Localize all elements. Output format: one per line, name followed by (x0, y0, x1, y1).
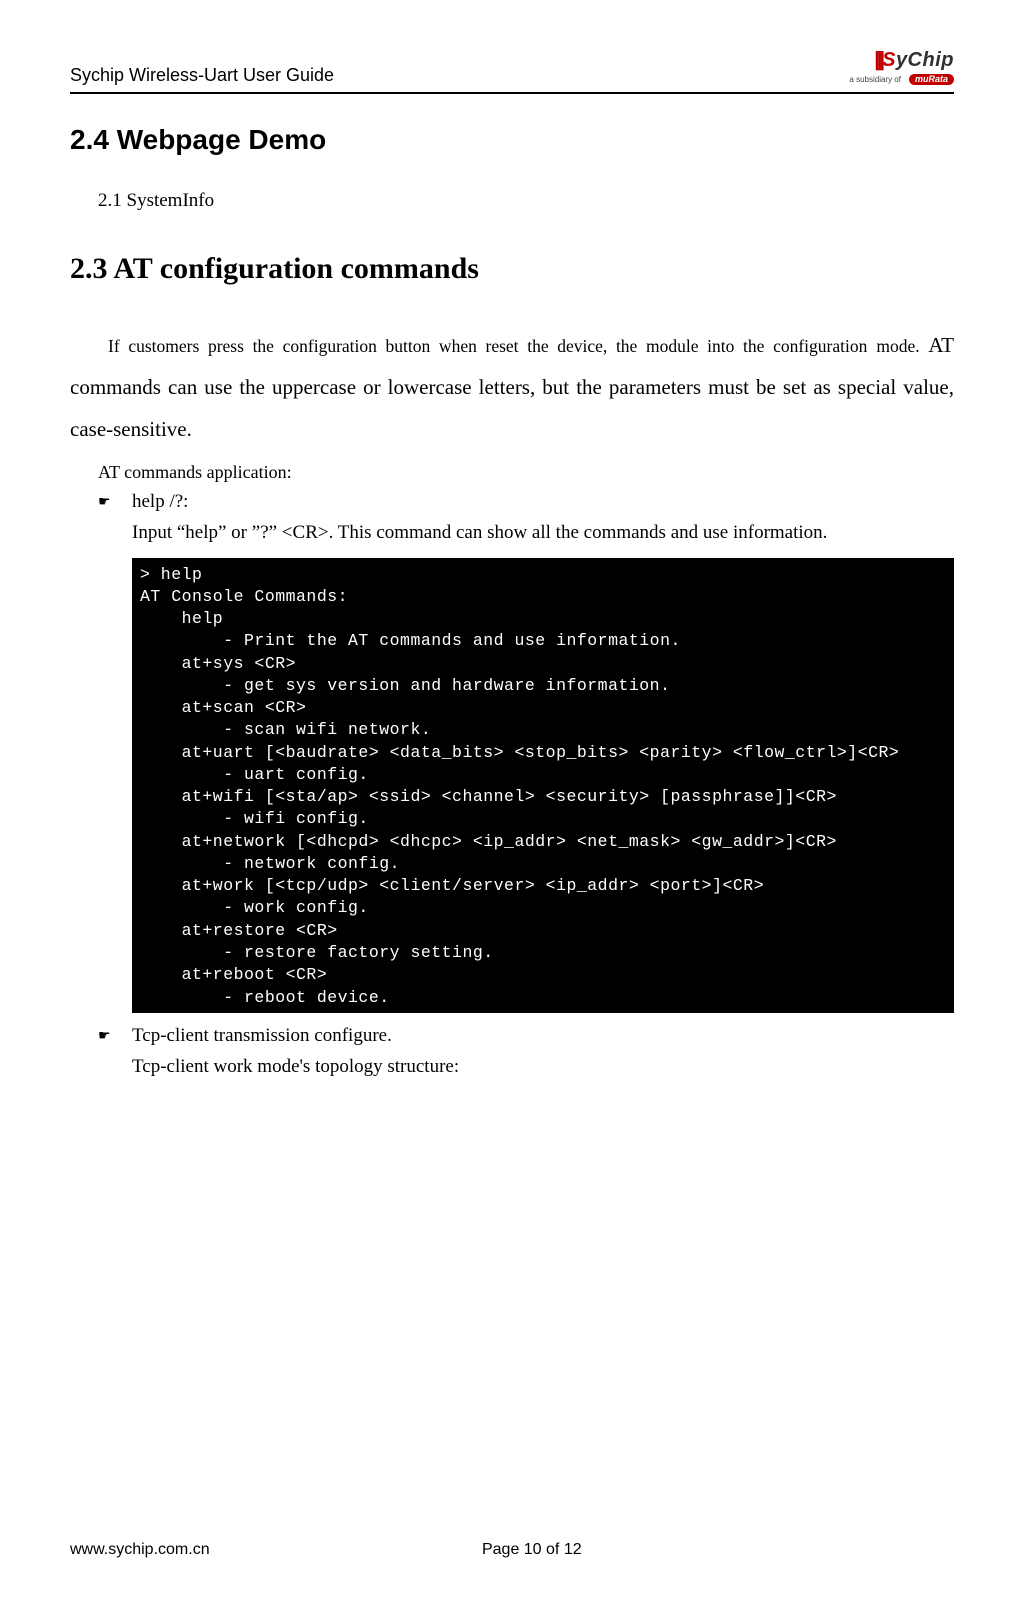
bullet-tcp-title: Tcp-client transmission configure. (132, 1025, 954, 1047)
bullet-icon: ☛ (98, 491, 132, 548)
header-divider (70, 92, 954, 94)
terminal-output: > help AT Console Commands: help - Print… (132, 558, 954, 1013)
logo-murata-badge: muRata (909, 74, 954, 85)
footer-page-number: Page 10 of 12 (110, 1541, 954, 1559)
intro-paragraph: If customers press the configuration but… (70, 324, 954, 450)
bullet-icon: ☛ (98, 1025, 132, 1082)
bullet-help: ☛ help /?: Input “help” or ”?” <CR>. Thi… (98, 491, 954, 548)
logo-subline: a subsidiary of muRata (849, 70, 954, 86)
intro-line-a: If customers press the configuration but… (108, 336, 867, 356)
logo-stripes-icon: ||| (874, 49, 882, 71)
logo-letter-s: S (882, 49, 896, 71)
bullet-tcp-body: Tcp-client transmission configure. Tcp-c… (132, 1025, 954, 1082)
heading-2-3: 2.3 AT configuration commands (70, 252, 954, 286)
logo-letters-rest: yChip (896, 49, 954, 71)
bullet-help-body: help /?: Input “help” or ”?” <CR>. This … (132, 491, 954, 548)
at-commands-label: AT commands application: (98, 462, 954, 483)
page-header: Sychip Wireless-Uart User Guide |||SyChi… (70, 50, 954, 86)
heading-2-4: 2.4 Webpage Demo (70, 124, 954, 156)
bullet-help-text: Input “help” or ”?” <CR>. This command c… (132, 519, 954, 548)
logo-sub-prefix: a subsidiary of (849, 76, 901, 84)
logo-wordmark: |||SyChip (849, 50, 954, 70)
intro-line-b: mode. (876, 336, 928, 356)
page-footer: www.sychip.com.cn Page 10 of 12 (70, 1541, 954, 1559)
bullet-tcp-client: ☛ Tcp-client transmission configure. Tcp… (98, 1025, 954, 1082)
document-title: Sychip Wireless-Uart User Guide (70, 65, 334, 86)
bullet-tcp-text: Tcp-client work mode's topology structur… (132, 1053, 954, 1082)
brand-logo: |||SyChip a subsidiary of muRata (849, 50, 954, 86)
bullet-help-title: help /?: (132, 491, 954, 513)
sub-item-2-1: 2.1 SystemInfo (98, 190, 954, 212)
